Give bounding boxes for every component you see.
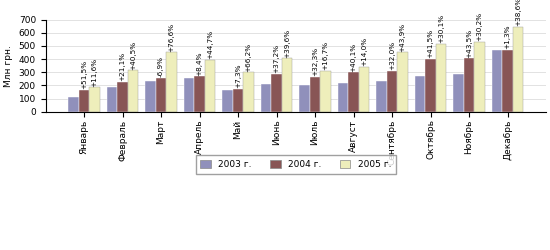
Text: +16,7%: +16,7% xyxy=(322,41,328,70)
Bar xyxy=(492,50,502,112)
Text: +43,9%: +43,9% xyxy=(399,23,405,52)
Bar xyxy=(261,84,271,112)
Text: +66,2%: +66,2% xyxy=(245,42,251,71)
Bar xyxy=(502,50,513,112)
Bar xyxy=(222,90,233,112)
Text: +21,1%: +21,1% xyxy=(119,52,125,82)
Bar xyxy=(107,88,117,112)
Text: +11,6%: +11,6% xyxy=(91,58,97,87)
Text: +1,3%: +1,3% xyxy=(504,25,510,49)
Bar xyxy=(156,78,166,112)
Bar xyxy=(338,84,348,112)
Bar xyxy=(68,97,79,112)
Bar xyxy=(348,72,359,112)
Bar xyxy=(474,42,485,112)
Bar xyxy=(205,60,215,112)
Bar xyxy=(425,59,436,112)
Bar xyxy=(184,78,194,112)
Text: +39,6%: +39,6% xyxy=(284,28,290,58)
Text: +41,5%: +41,5% xyxy=(427,29,433,58)
Text: +8,4%: +8,4% xyxy=(196,51,202,76)
Bar xyxy=(464,58,474,112)
Text: +40,5%: +40,5% xyxy=(130,40,136,70)
Bar xyxy=(453,74,464,112)
Bar xyxy=(359,67,369,112)
Bar xyxy=(243,72,254,112)
Text: +7,3%: +7,3% xyxy=(235,64,241,88)
Bar xyxy=(166,52,177,112)
Bar xyxy=(282,58,292,112)
Bar xyxy=(376,81,387,112)
Text: +51,5%: +51,5% xyxy=(81,60,87,89)
Bar xyxy=(415,76,425,112)
Text: -6,9%: -6,9% xyxy=(158,56,164,78)
Bar xyxy=(117,82,128,112)
Text: +30,2%: +30,2% xyxy=(476,12,482,41)
Text: +38,6%: +38,6% xyxy=(515,0,521,26)
Bar xyxy=(145,81,156,112)
Bar xyxy=(271,74,282,112)
Bar xyxy=(436,44,446,112)
Bar xyxy=(128,70,138,112)
Text: +40,1%: +40,1% xyxy=(350,42,356,71)
Legend: 2003 г., 2004 г., 2005 г.: 2003 г., 2004 г., 2005 г. xyxy=(196,156,395,174)
Text: +43,5%: +43,5% xyxy=(466,28,472,58)
Bar xyxy=(89,88,100,112)
Bar xyxy=(397,52,408,112)
Text: +14,0%: +14,0% xyxy=(361,37,367,66)
Bar xyxy=(299,85,310,112)
Text: +76,6%: +76,6% xyxy=(168,23,174,52)
Bar xyxy=(79,90,89,112)
Text: +37,2%: +37,2% xyxy=(273,44,279,73)
Bar xyxy=(233,89,243,112)
Bar xyxy=(513,27,523,112)
Bar xyxy=(387,71,397,112)
Y-axis label: Млн грн.: Млн грн. xyxy=(4,45,13,86)
Bar xyxy=(194,76,205,112)
Bar xyxy=(310,77,320,112)
Text: +32,3%: +32,3% xyxy=(312,47,318,76)
Text: +32,0%: +32,0% xyxy=(389,41,395,70)
Text: +44,7%: +44,7% xyxy=(207,30,213,59)
Text: +30,1%: +30,1% xyxy=(438,14,444,43)
Bar xyxy=(320,71,331,112)
